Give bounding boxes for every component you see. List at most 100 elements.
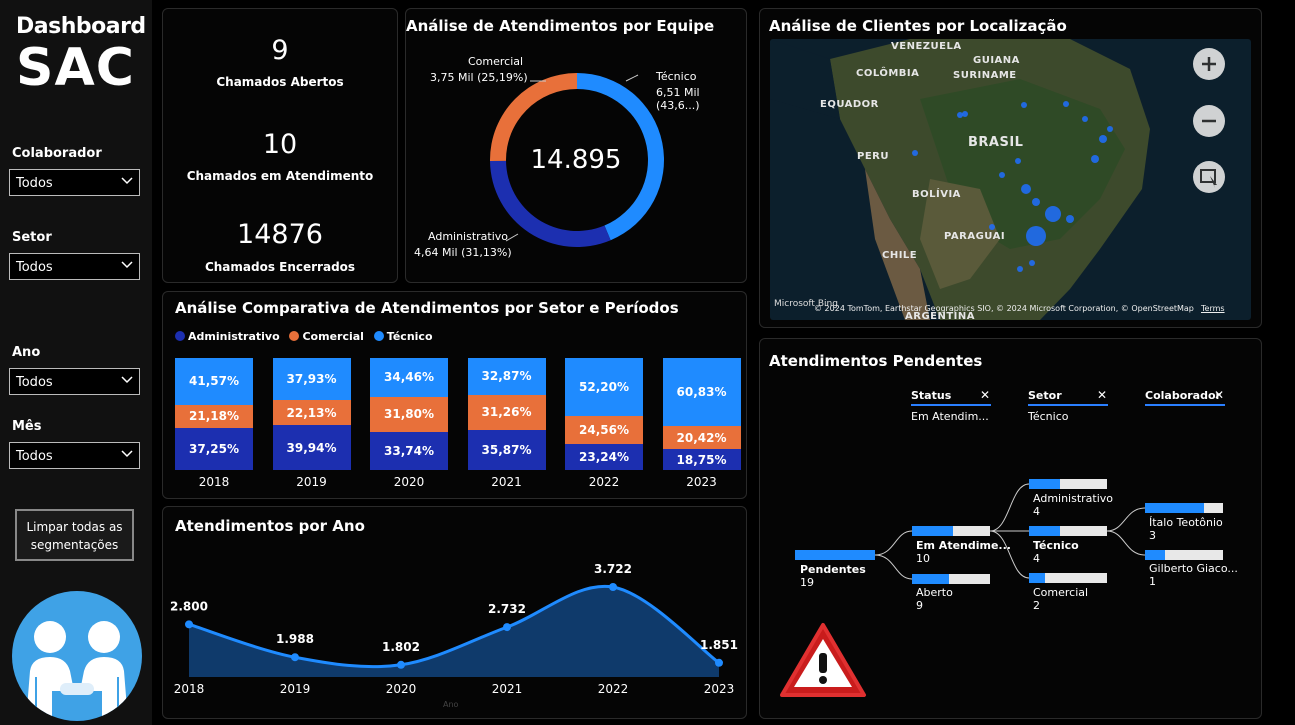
zoom-out-button[interactable] xyxy=(1193,105,1225,137)
donut-slice-técnico[interactable] xyxy=(577,73,664,241)
map-bubble xyxy=(1021,184,1031,194)
tree-root-count: 19 xyxy=(800,576,814,589)
map-terms-link[interactable]: Terms xyxy=(1201,304,1225,313)
dashboard-title-sac: SAC xyxy=(16,38,135,98)
bar-seg-comercial[interactable]: 20,42% xyxy=(662,426,741,449)
zoom-in-button[interactable] xyxy=(1193,48,1225,80)
area-point[interactable] xyxy=(291,653,299,662)
tree-node-bar[interactable] xyxy=(1145,550,1223,560)
map-bubble xyxy=(1026,226,1046,246)
tree-node-bar[interactable] xyxy=(1029,479,1107,489)
close-icon[interactable]: ✕ xyxy=(1214,388,1225,402)
area-x-tick: 2018 xyxy=(174,682,205,696)
slice-label-comercial-value: 3,75 Mil (25,19%) xyxy=(430,71,528,84)
stacked-title: Análise Comparativa de Atendimentos por … xyxy=(175,299,679,317)
close-icon[interactable]: ✕ xyxy=(1097,388,1108,402)
tree-header-underline xyxy=(1145,404,1225,406)
map-bubble xyxy=(1017,266,1023,272)
area-data-label: 1.802 xyxy=(382,640,420,654)
filter-mes-select[interactable]: Todos xyxy=(9,442,140,469)
tree-node-bar[interactable] xyxy=(912,574,990,584)
bar-seg-administrativo[interactable]: 33,74% xyxy=(370,432,448,470)
map-label-colombia: COLÔMBIA xyxy=(856,68,920,79)
tree-node-bar[interactable] xyxy=(912,526,990,536)
bar-seg-comercial[interactable]: 21,18% xyxy=(175,404,253,429)
map-bubble xyxy=(1032,198,1040,206)
bar-seg-comercial[interactable]: 22,13% xyxy=(272,400,351,426)
filter-label-setor: Setor xyxy=(12,230,52,245)
area-point[interactable] xyxy=(715,658,723,667)
tree-node-bar[interactable] xyxy=(1029,526,1107,536)
tree-colab-count: 1 xyxy=(1149,575,1156,588)
close-icon[interactable]: ✕ xyxy=(980,388,991,402)
bar-seg-administrativo[interactable]: 37,25% xyxy=(175,428,253,470)
bar-seg-administrativo[interactable]: 23,24% xyxy=(565,443,643,470)
bar-seg-tecnico[interactable]: 52,20% xyxy=(565,358,643,417)
stacked-bar-2019[interactable]: 37,93% 22,13% 39,94% xyxy=(272,358,351,470)
bar-seg-comercial[interactable]: 31,26% xyxy=(467,394,546,430)
stacked-bar-2021[interactable]: 32,87% 31,26% 35,87% xyxy=(467,358,546,470)
clear-filters-button[interactable]: Limpar todas as segmentações xyxy=(15,509,134,561)
tree-setor-label: Administrativo xyxy=(1033,492,1114,505)
map-bubble xyxy=(962,111,968,117)
area-point[interactable] xyxy=(185,620,193,629)
map-select-button[interactable] xyxy=(1193,161,1225,193)
stacked-bar-2023[interactable]: 60,83% 20,42% 18,75% xyxy=(662,358,741,470)
tree-node-fill xyxy=(912,574,949,584)
tree-status-label: Em Atendime... xyxy=(916,539,1011,552)
plus-icon xyxy=(1202,57,1216,71)
tree-node-fill xyxy=(1145,503,1204,513)
area-data-label: 2.800 xyxy=(170,599,208,613)
map-bubble xyxy=(1107,126,1113,132)
filter-setor-select[interactable]: Todos xyxy=(9,253,140,280)
bar-seg-tecnico[interactable]: 41,57% xyxy=(175,358,253,405)
slice-label-tecnico-name: Técnico xyxy=(656,70,697,83)
map-bubble xyxy=(1066,215,1074,223)
filter-mes-value: Todos xyxy=(16,449,53,464)
bar-seg-comercial[interactable]: 31,80% xyxy=(370,396,448,433)
chevron-down-icon xyxy=(121,177,133,185)
bar-seg-tecnico[interactable]: 34,46% xyxy=(370,358,448,397)
bar-seg-comercial[interactable]: 24,56% xyxy=(565,416,643,444)
tree-node-bar[interactable] xyxy=(1145,503,1223,513)
sidebar: Dashboard SAC Colaborador Todos Setor To… xyxy=(0,0,152,725)
area-chart-panel: Atendimentos por Ano 2.800 2018 1.988 2019 1… xyxy=(162,506,747,719)
stacked-bar-2020[interactable]: 34,46% 31,80% 33,74% xyxy=(370,358,448,470)
donut-slice-administrativo[interactable] xyxy=(490,160,611,247)
area-point[interactable] xyxy=(503,623,511,632)
map-label-equador: EQUADOR xyxy=(820,99,879,110)
map-bubble xyxy=(1063,101,1069,107)
bar-seg-tecnico[interactable]: 32,87% xyxy=(467,358,546,395)
tree-root-label: Pendentes xyxy=(800,563,866,576)
donut-chart xyxy=(490,73,664,247)
stacked-legend: Administrativo Comercial Técnico xyxy=(175,330,433,343)
tree-header-underline xyxy=(1028,404,1108,406)
filter-ano-select[interactable]: Todos xyxy=(9,368,140,395)
area-point[interactable] xyxy=(609,583,617,591)
map-label-bolivia: BOLÍVIA xyxy=(912,189,961,200)
tree-node-bar[interactable] xyxy=(795,550,875,560)
tree-node-fill xyxy=(912,526,954,536)
warning-icon xyxy=(780,623,866,697)
tree-node-bar[interactable] xyxy=(1029,573,1107,583)
bar-seg-tecnico[interactable]: 37,93% xyxy=(272,358,351,401)
legend-dot-com xyxy=(289,331,300,341)
map-bubble xyxy=(1091,155,1099,163)
stacked-bar-2022[interactable]: 52,20% 24,56% 23,24% xyxy=(565,358,643,470)
map-view[interactable]: VENEZUELA GUIANA COLÔMBIA SURINAME EQUAD… xyxy=(770,39,1251,320)
donut-slice-comercial[interactable] xyxy=(490,73,577,162)
stacked-year-label: 2018 xyxy=(198,475,230,489)
stacked-year-label: 2022 xyxy=(588,475,620,489)
south-america-map xyxy=(770,39,1251,320)
bar-seg-administrativo[interactable]: 18,75% xyxy=(662,449,741,470)
filter-colaborador-select[interactable]: Todos xyxy=(9,169,140,196)
stacked-bar-2018[interactable]: 41,57% 21,18% 37,25% xyxy=(175,358,253,470)
legend-dot-adm xyxy=(175,331,185,341)
map-label-guiana: GUIANA xyxy=(973,55,1020,66)
bar-seg-administrativo[interactable]: 35,87% xyxy=(467,429,546,470)
filter-label-ano: Ano xyxy=(12,345,41,360)
bar-seg-administrativo[interactable]: 39,94% xyxy=(272,425,351,470)
area-point[interactable] xyxy=(397,660,405,669)
bar-seg-tecnico[interactable]: 60,83% xyxy=(662,358,741,427)
dashboard-title: Dashboard xyxy=(16,14,146,39)
